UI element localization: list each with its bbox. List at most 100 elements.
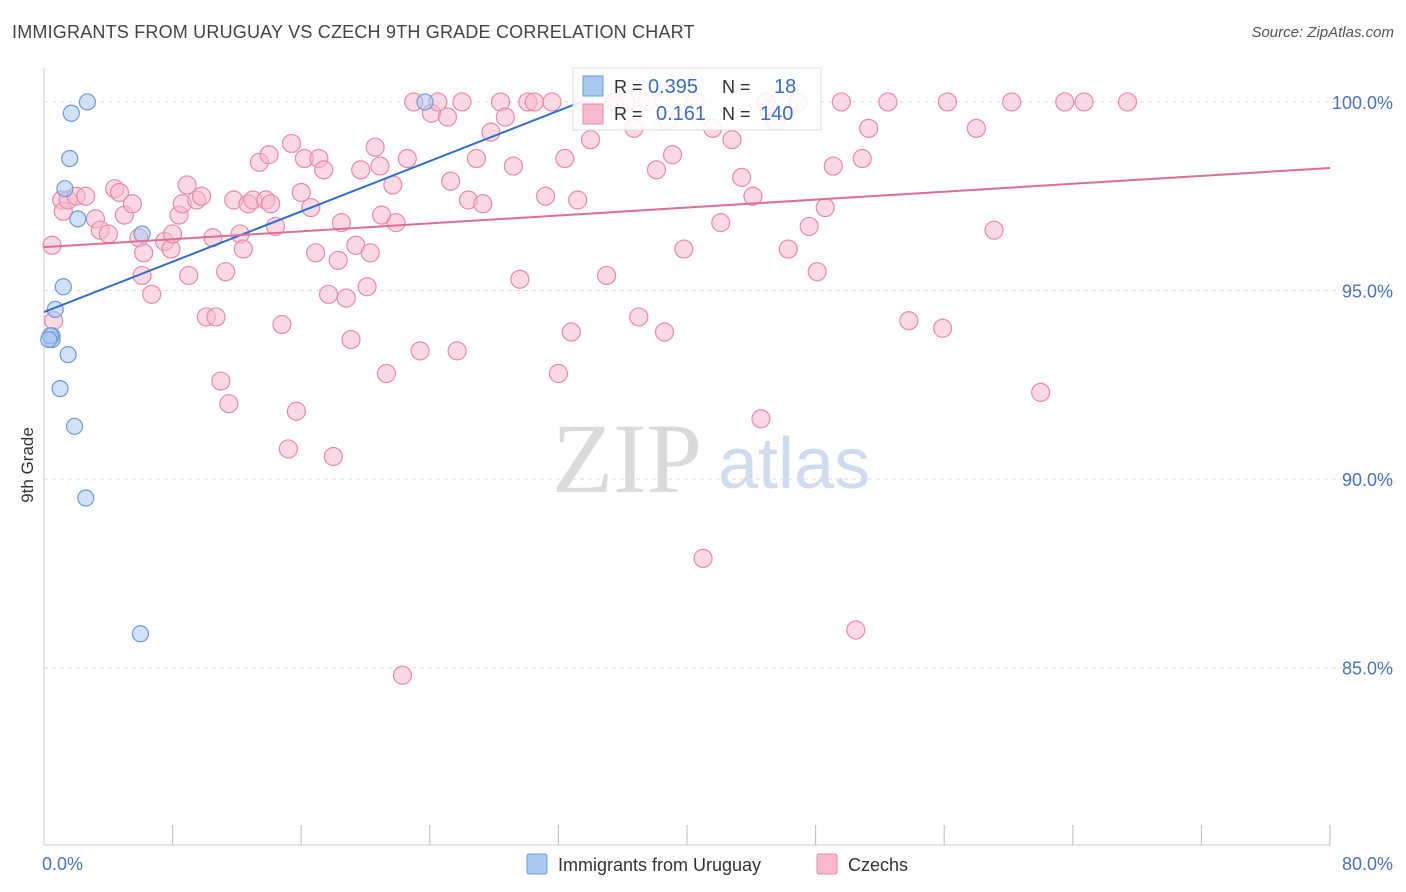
czech-point: [314, 160, 334, 180]
stats-legend-uruguay-swatch: [582, 75, 604, 97]
czech-point: [318, 284, 339, 304]
stats-legend-czech-swatch: [582, 103, 604, 125]
czech-point: [555, 148, 575, 169]
czech-point: [711, 213, 731, 233]
uruguay-point: [133, 225, 151, 243]
czech-point: [134, 243, 154, 263]
czech-point: [561, 322, 581, 342]
czech-point: [524, 92, 544, 112]
czech-point: [481, 122, 501, 142]
czech-point: [846, 620, 866, 640]
czech-point: [535, 186, 556, 206]
czech-point: [437, 107, 458, 127]
y-tick-label: 85.0%: [1342, 659, 1393, 679]
czech-point: [219, 394, 239, 414]
stats-legend-uruguay-r-value: 0.395: [648, 76, 698, 98]
uruguay-point: [56, 180, 74, 198]
trend-lines: [43, 101, 1331, 313]
czech-point: [281, 133, 302, 154]
czech-point: [542, 92, 562, 112]
stats-legend-uruguay-r-label: R =: [614, 77, 643, 97]
czech-point: [306, 243, 326, 263]
czech-point: [360, 243, 380, 263]
czech-point: [495, 107, 515, 127]
axes: [43, 68, 1331, 846]
czech-point: [272, 314, 292, 335]
legend-czech-swatch: [816, 853, 838, 875]
czech-point: [937, 92, 958, 112]
czech-point: [966, 118, 986, 138]
uruguay-point: [59, 346, 77, 364]
czech-point: [823, 156, 843, 176]
uruguay-point: [78, 93, 97, 111]
uruguay-point: [131, 625, 150, 643]
czech-point: [397, 148, 417, 169]
czech-point: [852, 148, 872, 169]
czech-point: [1055, 92, 1075, 112]
czech-point: [932, 318, 953, 338]
czech-point: [743, 186, 763, 206]
czech-point: [1117, 92, 1138, 112]
czech-point: [597, 265, 617, 286]
czech-point: [1031, 382, 1051, 402]
czech-point: [233, 239, 253, 259]
stats-legend-czech-n-label: N =: [722, 104, 751, 124]
stats-legend-czech-r-label: R =: [614, 104, 643, 124]
czech-point: [859, 118, 879, 138]
chart-title: IMMIGRANTS FROM URUGUAY VS CZECH 9TH GRA…: [12, 22, 695, 42]
x-tick-label: 80.0%: [1342, 854, 1393, 874]
y-tick-label: 90.0%: [1342, 470, 1393, 490]
czech-point: [473, 194, 493, 214]
czech-points: [42, 92, 1138, 685]
czech-point: [177, 175, 197, 195]
czech-point: [580, 130, 601, 150]
uruguay-point: [54, 278, 72, 296]
y-tick-label: 95.0%: [1342, 282, 1393, 302]
czech-point: [142, 284, 162, 304]
czech-point: [109, 182, 130, 203]
czech-point: [732, 167, 752, 187]
czech-point: [568, 190, 588, 210]
legend-czech-label: Czechs: [848, 855, 908, 875]
czech-point: [191, 186, 212, 206]
watermark-atlas: atlas: [718, 424, 870, 504]
czech-point: [261, 194, 281, 214]
czech-point: [376, 363, 396, 384]
czech-point: [357, 277, 377, 297]
czech-point: [371, 205, 392, 225]
czech-point: [807, 262, 827, 282]
czech-point: [693, 548, 713, 568]
czech-point: [441, 171, 461, 191]
czech-point: [211, 371, 231, 391]
czech-point: [328, 250, 348, 270]
czech-point: [76, 186, 96, 206]
y-tick-label: 100.0%: [1332, 93, 1393, 113]
czech-point: [799, 216, 819, 237]
czech-point: [291, 182, 311, 203]
uruguay-point: [416, 93, 434, 111]
czech-trend-line: [43, 166, 1331, 249]
czech-point: [392, 665, 413, 685]
czech-point: [654, 322, 675, 342]
grid-lines: [44, 101, 1392, 669]
czech-point: [206, 307, 226, 327]
czech-point: [336, 288, 356, 308]
czech-point: [466, 148, 487, 169]
czech-point: [751, 409, 771, 429]
series-legend: Immigrants from Uruguay Czechs: [526, 853, 908, 875]
uruguay-trend-line: [43, 101, 582, 313]
czech-point: [265, 216, 286, 237]
czech-point: [815, 197, 835, 218]
czech-point: [1002, 92, 1022, 112]
czech-point: [452, 92, 472, 112]
y-axis-label: 9th Grade: [18, 427, 37, 503]
stats-legend-uruguay-n-label: N =: [722, 77, 751, 97]
czech-point: [323, 446, 343, 467]
czech-point: [831, 92, 851, 112]
uruguay-point: [51, 380, 69, 398]
uruguay-point: [62, 104, 80, 122]
czech-point: [722, 130, 742, 150]
czech-point: [216, 262, 236, 282]
czech-point: [510, 269, 530, 289]
